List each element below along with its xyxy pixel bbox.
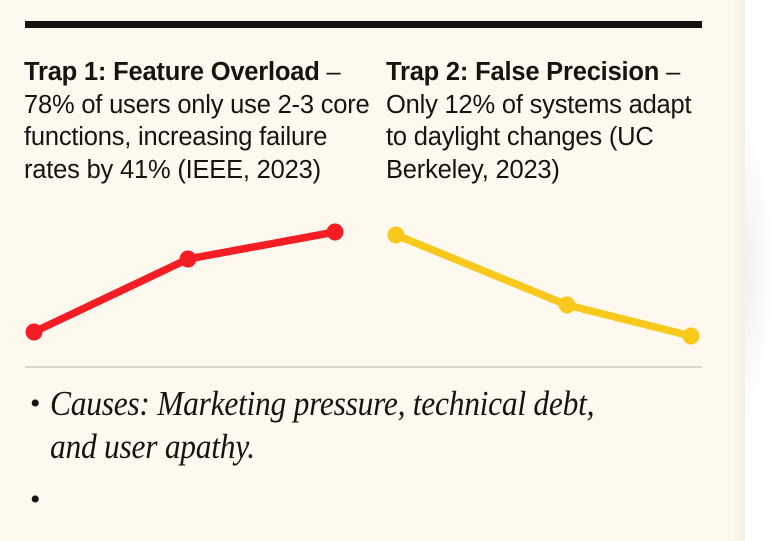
right-white-strip xyxy=(745,0,772,541)
bullet-text-causes: Causes: Marketing pressure, technical de… xyxy=(50,384,595,466)
list-item: • Causes: Marketing pressure, technical … xyxy=(24,382,694,468)
trap-2-heading: Trap 2: False Precision xyxy=(386,58,660,86)
column-trap-1: Trap 1: Feature Overload – 78% of users … xyxy=(24,56,376,186)
trap-2-body: – Only 12% of systems adapt to daylight … xyxy=(386,58,692,184)
trap-1-body: – 78% of users only use 2-3 core functio… xyxy=(24,58,370,184)
right-white-strip-shadow xyxy=(745,120,772,420)
bullet-marker-icon: • xyxy=(30,483,41,516)
bullet-list: • Causes: Marketing pressure, technical … xyxy=(24,382,694,522)
column-trap-2: Trap 2: False Precision – Only 12% of sy… xyxy=(386,56,706,186)
bullet-marker-icon: • xyxy=(30,387,41,420)
list-item: • xyxy=(24,478,694,522)
panel-edge-shadow xyxy=(733,0,745,541)
bullet-text-empty xyxy=(50,478,630,488)
trap-1-paragraph: Trap 1: Feature Overload – 78% of users … xyxy=(24,56,376,186)
section-divider-rule xyxy=(25,366,702,368)
trap-1-heading: Trap 1: Feature Overload xyxy=(24,58,320,86)
trap-2-paragraph: Trap 2: False Precision – Only 12% of sy… xyxy=(386,56,706,186)
top-divider-rule xyxy=(25,21,702,28)
